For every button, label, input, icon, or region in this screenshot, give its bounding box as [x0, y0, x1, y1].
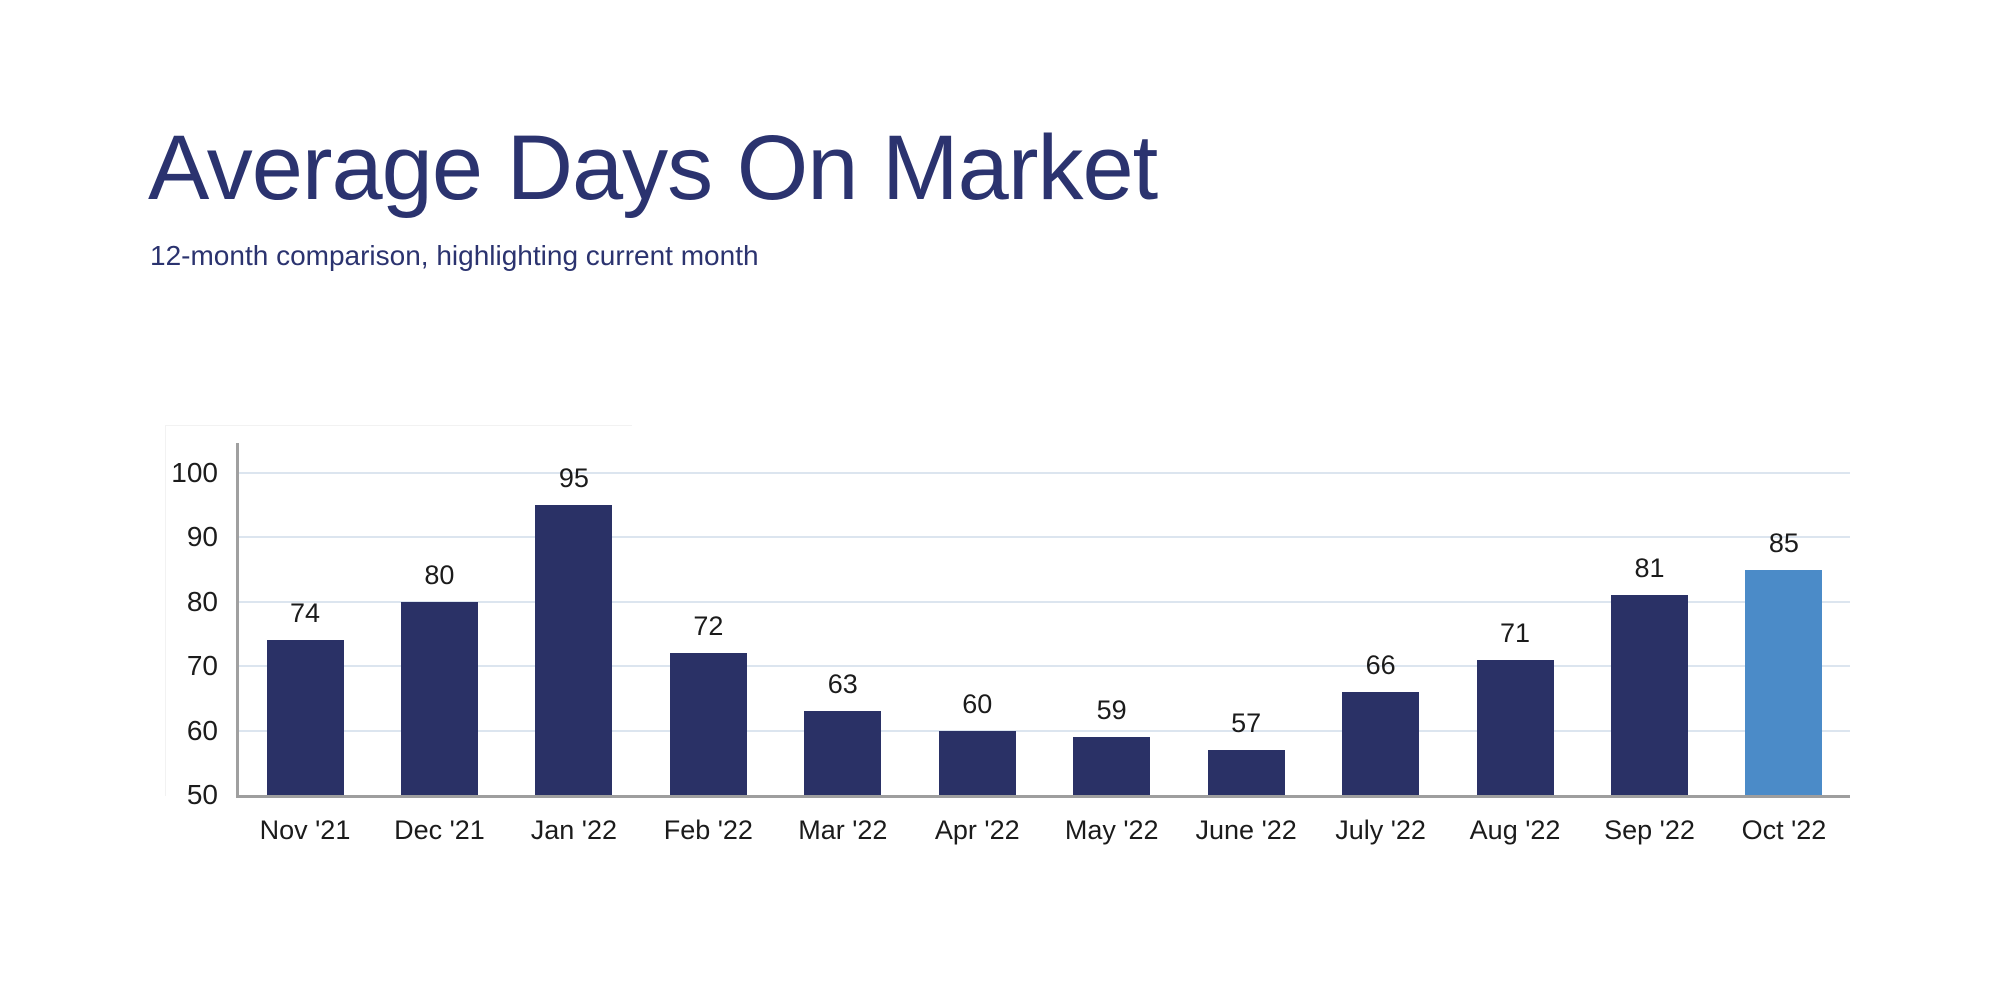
bar-oct-22 — [1745, 569, 1823, 795]
x-axis-label-jan-22: Jan '22 — [530, 815, 617, 845]
value-label-nov-21: 74 — [289, 598, 321, 629]
x-axis-label-oct-22: Oct '22 — [1741, 815, 1827, 845]
value-label-feb-22: 72 — [693, 611, 724, 642]
gridline-60 — [239, 729, 1850, 732]
x-axis-label-dec-21: Dec '21 — [394, 815, 485, 845]
y-tick-label-80: 80 — [186, 585, 218, 617]
value-label-aug-22: 71 — [1500, 617, 1531, 648]
chart-title: Average Days On Market — [148, 117, 1158, 219]
bar-dec-21 — [400, 601, 478, 795]
x-axis-label-july-22: July '22 — [1335, 815, 1426, 845]
value-label-july-22: 66 — [1365, 649, 1396, 680]
y-tick-label-70: 70 — [186, 650, 218, 682]
gridline-100 — [239, 472, 1850, 474]
x-axis-label-sep-22: Sep '22 — [1604, 815, 1695, 845]
y-tick-label-60: 60 — [186, 714, 218, 746]
y-tick-label-50: 50 — [186, 779, 218, 810]
bar-apr-22 — [938, 730, 1016, 795]
x-axis-line — [236, 795, 1850, 798]
bar-july-22 — [1342, 691, 1420, 795]
x-axis-label-apr-22: Apr '22 — [934, 815, 1020, 845]
bar-feb-22 — [669, 653, 747, 795]
gridline-70 — [239, 665, 1850, 668]
value-label-sep-22: 81 — [1634, 553, 1665, 584]
value-label-dec-21: 80 — [424, 559, 455, 590]
x-axis-label-mar-22: Mar '22 — [798, 815, 888, 845]
x-axis-label-nov-21: Nov '21 — [259, 815, 351, 845]
chart-subtitle: 12-month comparison, highlighting curren… — [150, 240, 759, 271]
bar-june-22 — [1207, 749, 1285, 795]
value-label-jan-22: 95 — [558, 463, 589, 494]
value-label-oct-22: 85 — [1768, 527, 1799, 558]
value-label-apr-22: 60 — [962, 688, 993, 719]
bar-jan-22 — [535, 505, 613, 795]
x-axis-label-feb-22: Feb '22 — [663, 815, 753, 845]
bar-mar-22 — [804, 711, 882, 795]
y-tick-label-100: 100 — [171, 457, 218, 488]
bar-aug-22 — [1476, 659, 1554, 795]
x-axis-label-may-22: May '22 — [1064, 815, 1159, 845]
y-axis-line — [236, 443, 239, 798]
x-axis-label-june-22: June '22 — [1195, 815, 1297, 845]
value-label-may-22: 59 — [1096, 695, 1127, 726]
bar-sep-22 — [1611, 595, 1688, 795]
gridline-90 — [239, 536, 1850, 539]
value-label-mar-22: 63 — [827, 669, 858, 700]
y-tick-label-90: 90 — [186, 521, 218, 553]
x-axis-label-aug-22: Aug '22 — [1469, 815, 1561, 845]
value-label-june-22: 57 — [1231, 707, 1262, 738]
bar-nov-21 — [266, 640, 344, 795]
bar-may-22 — [1073, 737, 1151, 795]
gridline-80 — [239, 600, 1850, 603]
